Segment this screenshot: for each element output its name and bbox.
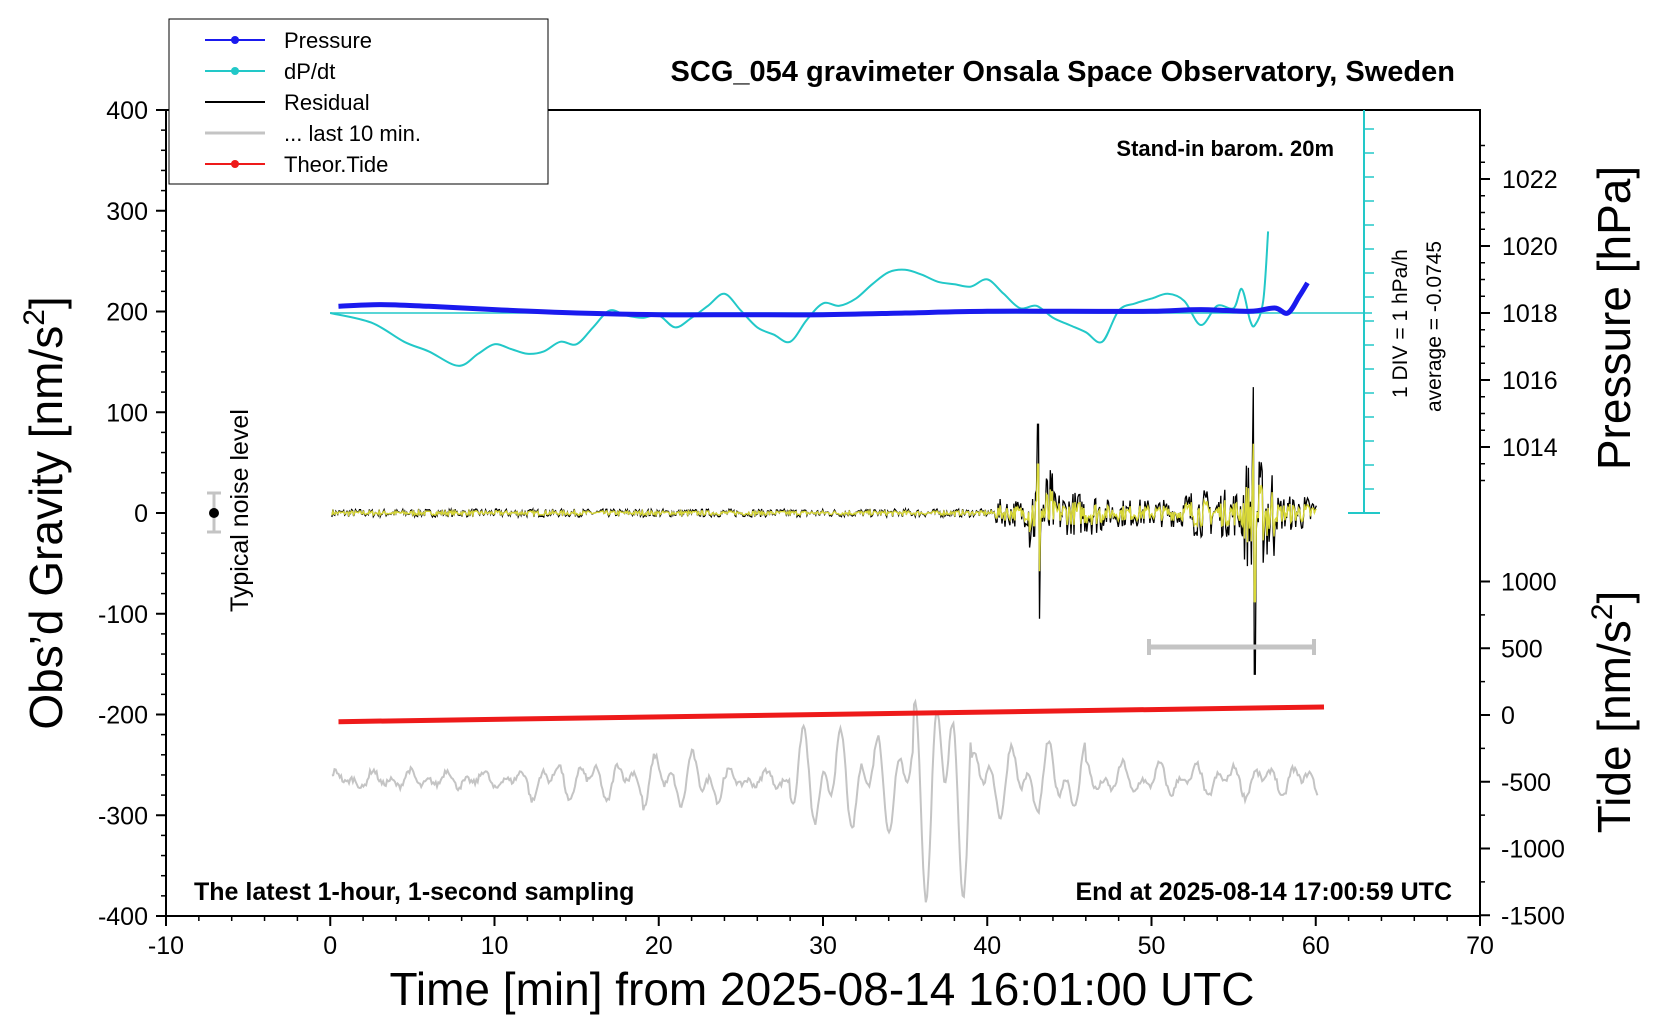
legend-label: Residual <box>284 90 370 115</box>
legend-entry: Pressure <box>205 28 372 53</box>
x-tick-label: 30 <box>809 932 837 960</box>
pressure-tick-label: 1014 <box>1502 434 1558 462</box>
x-tick-label: 20 <box>645 932 673 960</box>
tide-tick-label: 500 <box>1501 635 1543 663</box>
x-tick-label: 70 <box>1466 932 1494 960</box>
y-tick-label: -100 <box>98 601 148 629</box>
y-tick-label: 100 <box>106 399 148 427</box>
y-tick-label: -400 <box>98 903 148 931</box>
chart-title: SCG_054 gravimeter Onsala Space Observat… <box>671 56 1455 88</box>
x-tick-label: 60 <box>1302 932 1330 960</box>
y-tick-label: 400 <box>106 97 148 125</box>
x-tick-label: 40 <box>973 932 1001 960</box>
tide-tick-label: 0 <box>1501 702 1515 730</box>
legend-entry: Residual <box>205 90 370 115</box>
y-tick-label: -300 <box>98 802 148 830</box>
footer-left-note: The latest 1-hour, 1-second sampling <box>194 878 634 906</box>
noise-level-label: Typical noise level <box>226 409 254 612</box>
legend-label: Pressure <box>284 28 372 53</box>
y-axis-title-left: Obs’d Gravity [nm/s2] <box>18 296 72 729</box>
pressure-tick-label: 1022 <box>1502 166 1558 194</box>
residual-series-line <box>331 387 1317 675</box>
y-tick-label: 0 <box>134 500 148 528</box>
barometer-note: Stand-in barom. 20m <box>1116 136 1334 161</box>
dpdt-scale-label: 1 DIV = 1 hPa/h <box>1389 249 1412 398</box>
x-tick-label: 10 <box>481 932 509 960</box>
legend: Pressure dP/dt Residual ... last 10 min. The… <box>168 18 549 185</box>
x-tick-label: 50 <box>1138 932 1166 960</box>
y-tick-label: -200 <box>98 702 148 730</box>
pressure-tick-label: 1018 <box>1502 300 1558 328</box>
y-tick-label: 200 <box>106 299 148 327</box>
y-tick-label: 300 <box>106 198 148 226</box>
tide-tick-label: -1000 <box>1501 836 1565 864</box>
tide-tick-label: -500 <box>1501 769 1551 797</box>
residual-filtered-line <box>331 443 1317 603</box>
y-axis-title-pressure: Pressure [hPa] <box>1588 166 1640 470</box>
dpdt-average-label: average = -0.0745 <box>1423 241 1446 412</box>
legend-label: dP/dt <box>284 59 335 84</box>
noise-level-errorbar <box>207 491 221 534</box>
x-tick-label: -10 <box>148 932 184 960</box>
x-axis-title: Time [min] from 2025-08-14 16:01:00 UTC <box>390 963 1255 1015</box>
legend-label: Theor.Tide <box>284 152 388 177</box>
tide-tick-label: 1000 <box>1501 569 1557 597</box>
theor-tide-series-line <box>338 704 1325 725</box>
x-tick-label: 0 <box>323 932 337 960</box>
last-10-min-series-line <box>331 698 1319 903</box>
pressure-tick-label: 1016 <box>1502 367 1558 395</box>
legend-label: ... last 10 min. <box>284 121 421 146</box>
pressure-series-line <box>338 281 1310 318</box>
legend-entry: dP/dt <box>205 59 335 84</box>
dpdt-series-line <box>330 231 1270 367</box>
legend-entry: Theor.Tide <box>205 152 388 177</box>
ten-minute-window-bar <box>1147 639 1316 655</box>
legend-entry: ... last 10 min. <box>205 121 421 146</box>
dpdt-scale-bar <box>1348 110 1380 514</box>
y-axis-title-tide: Tide [nm/s2] <box>1586 591 1640 834</box>
axes: -10 0 10 20 30 40 50 60 704003002001000-100-200-… <box>98 97 1565 960</box>
footer-right-note: End at 2025-08-14 17:00:59 UTC <box>1075 878 1452 906</box>
pressure-tick-label: 1020 <box>1502 233 1558 261</box>
tide-tick-label: -1500 <box>1501 902 1565 930</box>
